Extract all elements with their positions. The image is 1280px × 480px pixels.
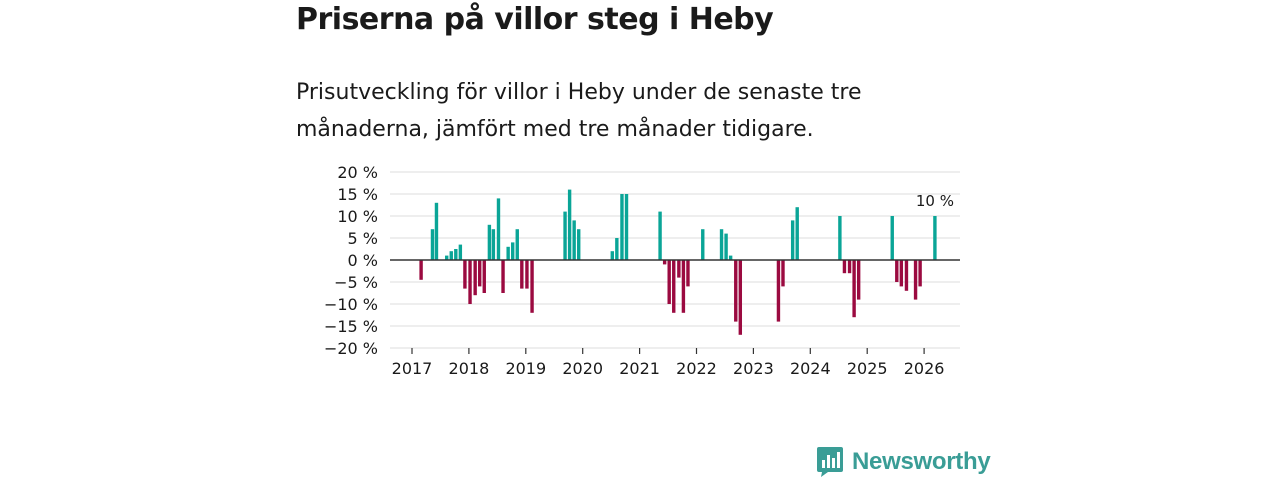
y-tick-label: 20 %: [337, 163, 378, 182]
bar: [478, 260, 482, 287]
bar: [738, 260, 743, 335]
x-axis: 2017 2018 2019 2020 2021 2022 2023 2024 2025 2026: [390, 347, 960, 378]
y-tick-label: 0 %: [348, 251, 378, 270]
bar: [781, 260, 785, 287]
page-subtitle: Prisutveckling för villor i Heby under d…: [296, 80, 862, 142]
bar: [624, 194, 629, 260]
bar: [838, 216, 842, 260]
x-tick-label: 2017: [392, 359, 433, 378]
y-tick-label: −10 %: [324, 295, 378, 314]
bar: [482, 260, 486, 293]
bar: [662, 260, 667, 265]
x-tick-label: 2024: [790, 359, 831, 378]
bar: [899, 260, 904, 287]
bars: [419, 189, 937, 335]
bar: [681, 260, 686, 313]
x-tick-label: 2021: [619, 359, 660, 378]
bar: [487, 224, 492, 260]
bar: [449, 251, 453, 260]
bar: [913, 260, 918, 300]
bar: [491, 229, 496, 260]
bar: [506, 246, 510, 260]
x-tick-label: 2025: [847, 359, 888, 378]
bar: [434, 202, 439, 260]
bar: [610, 251, 614, 260]
bar: [468, 260, 472, 304]
bar: [790, 220, 795, 260]
bar: [658, 211, 662, 260]
bar: [895, 260, 899, 282]
bar: [719, 229, 724, 260]
bar: [672, 260, 676, 313]
x-tick-label: 2018: [449, 359, 490, 378]
bar: [520, 260, 524, 289]
bar: [525, 260, 529, 289]
bar: [454, 249, 458, 260]
page-title: Priserna på villor steg i Heby: [296, 2, 774, 37]
bar: [463, 260, 467, 289]
bar: [728, 255, 733, 260]
bar: [458, 244, 463, 260]
bar: [577, 229, 581, 260]
bar: [677, 260, 681, 278]
bar: [842, 260, 847, 274]
bar: [445, 255, 449, 260]
y-tick-label: −5 %: [334, 273, 378, 292]
bar: [572, 220, 576, 260]
bar: [615, 238, 619, 260]
bar: [724, 233, 728, 260]
y-tick-label: 5 %: [348, 229, 378, 248]
x-tick-label: 2020: [562, 359, 603, 378]
bar: [852, 260, 856, 318]
bar: [856, 260, 861, 300]
bar: [511, 242, 515, 260]
bar: [847, 260, 852, 274]
bar: [904, 260, 909, 291]
bar: [686, 260, 690, 287]
bar-chart-speech-bubble-icon: [817, 447, 843, 477]
y-tick-label: −20 %: [324, 339, 378, 358]
bar: [496, 198, 501, 260]
bar: [515, 229, 519, 260]
bar: [563, 211, 567, 260]
bar: [701, 229, 705, 260]
bar: [567, 189, 572, 260]
bar: [918, 260, 922, 287]
bar: [501, 260, 505, 293]
x-tick-label: 2022: [676, 359, 717, 378]
bar: [795, 207, 799, 260]
bar: [620, 194, 624, 260]
bar: [734, 260, 738, 322]
bar: [430, 229, 435, 260]
y-tick-label: −15 %: [324, 317, 378, 336]
annotation-group: 10 %: [916, 192, 954, 210]
brand-name: Newsworthy: [852, 448, 991, 475]
x-tick-label: 2023: [733, 359, 774, 378]
x-tick-label: 2019: [505, 359, 546, 378]
bar: [419, 260, 423, 280]
brand-logo: Newsworthy: [816, 446, 991, 478]
price-change-chart: 20 % 15 % 10 % 5 % 0 % −5 % −10 % −15 % −20 % 20…: [324, 163, 960, 378]
y-axis-labels: 20 % 15 % 10 % 5 % 0 % −5 % −10 % −15 % −20 %: [324, 163, 378, 358]
y-tick-label: 10 %: [337, 207, 378, 226]
bar: [530, 260, 534, 313]
x-tick-label: 2026: [904, 359, 945, 378]
y-tick-label: 15 %: [337, 185, 378, 204]
bar: [933, 216, 937, 260]
bar: [473, 260, 477, 296]
bar: [776, 260, 781, 322]
last-value-annotation: 10 %: [916, 192, 954, 210]
bar: [890, 216, 894, 260]
bar: [667, 260, 671, 304]
